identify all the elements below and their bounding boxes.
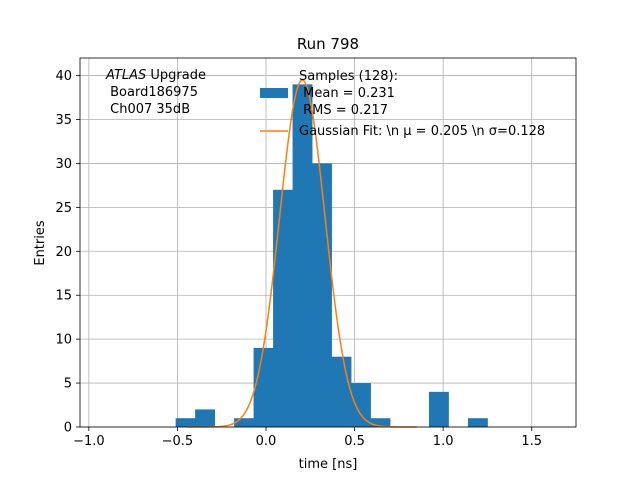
y-tick-label: 35: [55, 113, 72, 128]
histogram-bar: [467, 418, 488, 427]
y-tick-label: 25: [55, 201, 72, 216]
y-tick-label: 0: [64, 421, 72, 436]
x-tick-label: 1.5: [521, 434, 542, 449]
histogram-bar: [370, 418, 391, 427]
atlas-annotation: ATLAS Upgrade Board186975 Ch007 35dB: [105, 68, 206, 117]
annotation-line-1-rest: Upgrade: [146, 68, 206, 83]
y-tick-label: 20: [55, 245, 72, 260]
legend: Samples (128): Mean = 0.231 RMS = 0.217 …: [260, 69, 545, 139]
annotation-line-2: Board186975: [106, 85, 198, 100]
x-tick-label: 0.5: [344, 434, 365, 449]
fit-curve-layer: [186, 79, 417, 428]
plot-frame: [79, 57, 577, 428]
y-tick-label: 15: [55, 289, 72, 304]
x-tick-label: −1.0: [73, 434, 105, 449]
y-tick-label: 10: [55, 333, 72, 348]
x-axis: −1.0 −0.5 0.0 0.5 1.0 1.5: [73, 427, 542, 449]
histogram-bar: [175, 418, 196, 427]
legend-samples-line-2: Mean = 0.231: [299, 86, 395, 101]
legend-samples-line-1: Samples (128):: [299, 69, 398, 84]
histogram-bar: [292, 84, 313, 427]
histogram-bar: [331, 356, 352, 427]
histogram-bar: [195, 409, 216, 427]
histogram-bar: [273, 189, 293, 427]
y-tick-label: 5: [64, 377, 72, 392]
histogram-bar: [234, 418, 254, 427]
annotation-line-3: Ch007 35dB: [106, 102, 190, 117]
x-tick-label: −0.5: [162, 434, 194, 449]
legend-patch-samples: [260, 88, 288, 98]
x-tick-label: 0.0: [256, 434, 277, 449]
legend-fit-label: Gaussian Fit: \n μ = 0.205 \n σ=0.128: [299, 124, 545, 139]
x-axis-label: time [ns]: [299, 457, 358, 472]
y-tick-label: 30: [55, 157, 72, 172]
histogram-bar: [253, 347, 274, 427]
gaussian-fit-line: [186, 79, 417, 428]
y-axis-label: Entries: [33, 220, 48, 266]
histogram-bar: [312, 163, 332, 427]
legend-samples-line-3: RMS = 0.217: [299, 103, 388, 118]
chart-title: Run 798: [297, 35, 359, 53]
histogram-bar: [428, 391, 449, 427]
histogram-bar: [351, 383, 371, 427]
annotation-italic: ATLAS: [105, 68, 146, 83]
y-tick-label: 40: [55, 69, 72, 84]
annotation-line-1: ATLAS Upgrade: [105, 68, 206, 83]
x-tick-label: 1.0: [433, 434, 454, 449]
y-axis: 0 5 10 15 20 25 30 35 40: [55, 69, 80, 436]
